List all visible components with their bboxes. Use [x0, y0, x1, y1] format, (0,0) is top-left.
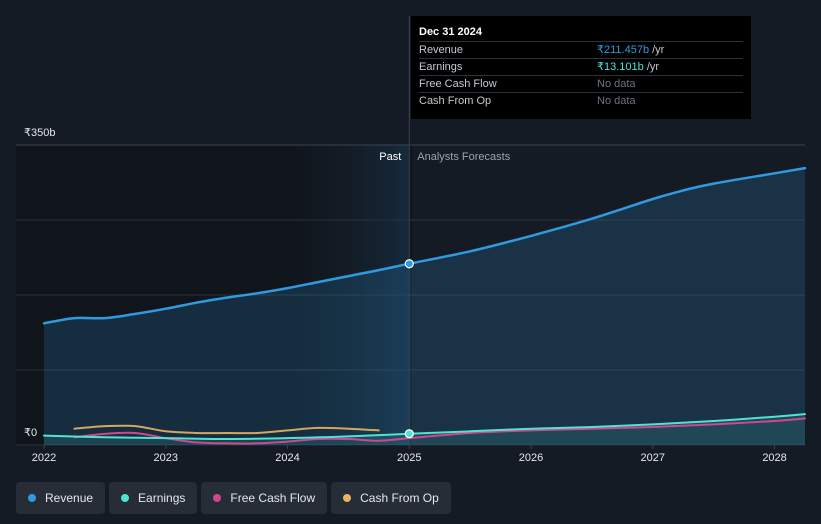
y-axis-min-label: ₹0: [24, 427, 37, 439]
tooltip-value-unit: /yr: [643, 61, 660, 73]
earnings-area: [44, 414, 805, 445]
cash-from-op-line: [73, 424, 380, 435]
earnings-line: [43, 413, 806, 441]
revenue-line: [42, 166, 807, 325]
tooltip-value-number: No data: [597, 78, 636, 90]
tooltip-label: Free Cash Flow: [419, 78, 497, 90]
x-tick-label: 2027: [641, 452, 665, 464]
legend-dot-icon: [213, 494, 222, 502]
tooltip: Dec 31 2024 Revenue ₹211.457b /yr Earnin…: [411, 16, 751, 119]
tooltip-value-number: ₹211.457b: [597, 44, 650, 56]
tooltip-row-revenue: Revenue ₹211.457b /yr: [419, 41, 743, 58]
legend-label: Earnings: [138, 491, 186, 505]
tooltip-value: ₹13.101b /yr: [597, 59, 659, 75]
legend-dot-icon: [343, 494, 352, 502]
tooltip-date: Dec 31 2024: [419, 26, 482, 38]
legend-label: Free Cash Flow: [230, 491, 316, 505]
earnings-highlight-point: [404, 429, 414, 439]
legend-item-earnings[interactable]: Earnings: [109, 482, 198, 514]
legend-label: Revenue: [45, 491, 94, 505]
tooltip-row-free-cash-flow: Free Cash Flow No data: [419, 75, 743, 92]
x-tick-label: 2025: [397, 452, 421, 464]
x-tick-label: 2026: [519, 452, 543, 464]
legend-item-free-cash-flow[interactable]: Free Cash Flow: [201, 482, 328, 514]
x-tick-label: 2023: [154, 452, 178, 464]
tooltip-row-earnings: Earnings ₹13.101b /yr: [419, 58, 743, 75]
legend-label: Cash From Op: [360, 491, 439, 505]
revenue-area: [44, 168, 805, 445]
x-tick-label: 2028: [762, 452, 786, 464]
revenue-highlight-point: [404, 259, 414, 269]
x-tick-label: 2024: [275, 452, 299, 464]
past-label: Past: [379, 151, 401, 163]
tooltip-label: Cash From Op: [419, 95, 492, 107]
tooltip-label: Revenue: [419, 44, 464, 56]
tooltip-value: ₹211.457b /yr: [597, 42, 664, 58]
x-tick-label: 2022: [32, 452, 56, 464]
tooltip-label: Earnings: [419, 61, 463, 73]
tooltip-value: No data: [597, 76, 636, 92]
legend-item-revenue[interactable]: Revenue: [16, 482, 106, 514]
tooltip-value-unit: /yr: [649, 44, 665, 56]
legend-dot-icon: [121, 494, 130, 502]
analysts-forecasts-label: Analysts Forecasts: [417, 151, 510, 163]
legend: Revenue Earnings Free Cash Flow Cash Fro…: [16, 482, 451, 514]
tooltip-value: No data: [597, 93, 636, 109]
legend-item-cash-from-op[interactable]: Cash From Op: [331, 482, 451, 514]
tooltip-value-number: No data: [597, 95, 636, 107]
tooltip-value-number: ₹13.101b: [597, 61, 644, 73]
legend-dot-icon: [28, 494, 36, 502]
tooltip-row-cash-from-op: Cash From Op No data: [419, 92, 743, 109]
y-axis-max-label: ₹350b: [24, 127, 55, 139]
